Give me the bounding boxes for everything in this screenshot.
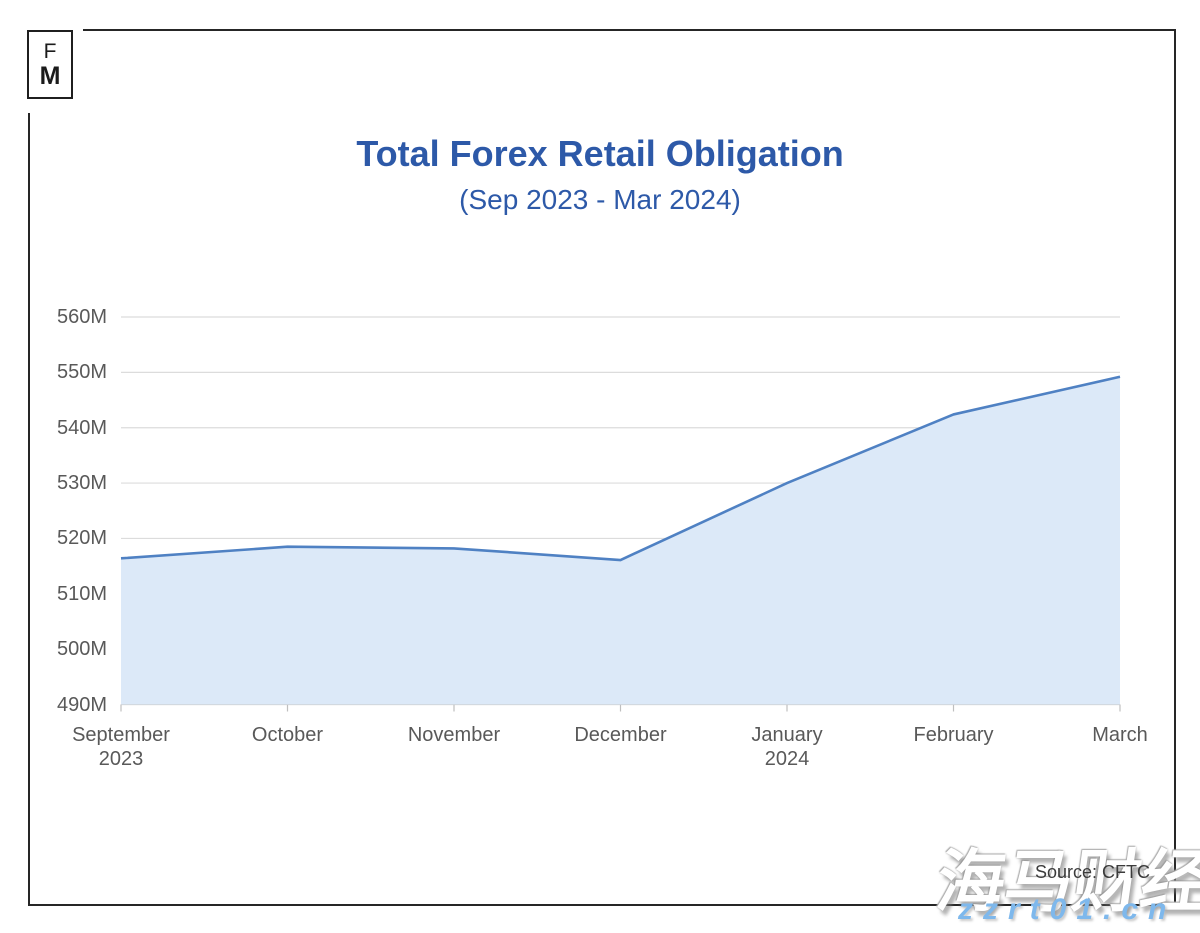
y-axis-label: 490M [56,693,107,716]
x-axis-label: September 2023 [72,724,170,770]
chart-subtitle: (Sep 2023 - Mar 2024) [459,184,741,215]
frame-border-top [83,29,1176,31]
x-axis-label: November [407,724,501,746]
logo-letter-m: M [39,61,61,90]
x-axis-label: December [574,724,667,746]
y-axis-label: 560M [56,306,107,328]
frame-border-bottom [28,904,1176,906]
watermark-domain: zzrt01.cn [958,893,1177,926]
y-axis-label: 550M [56,361,107,384]
area-fill [121,376,1120,705]
x-axis-label: October [251,724,324,746]
frame-border-left [28,113,30,904]
y-axis-label: 530M [56,472,107,495]
x-axis-label: March [1092,724,1148,746]
fm-logo: F M [27,30,73,99]
y-axis-label: 510M [56,582,107,605]
y-axis-label: 520M [56,527,107,550]
series-line [120,375,1121,562]
x-axis-label: January 2024 [751,724,823,770]
y-axis-label: 540M [56,416,107,439]
source-note: Source: CFTC [1035,862,1151,882]
logo-letter-f: F [43,39,57,63]
x-axis-label: February [913,724,994,746]
frame-border-right [1174,29,1176,906]
y-axis-label: 500M [56,638,107,661]
chart-title: Total Forex Retail Obligation [356,133,844,174]
